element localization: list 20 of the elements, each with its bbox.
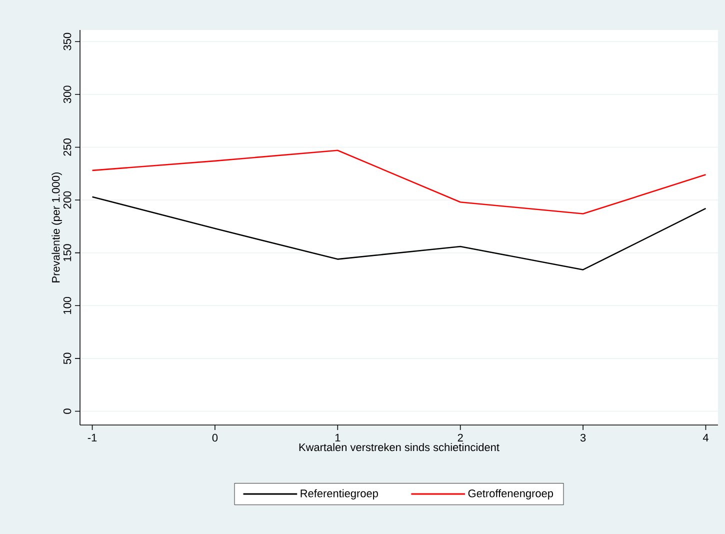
- y-tick-label: 0: [63, 408, 72, 414]
- line-series: [92, 196, 706, 270]
- y-tick-label: 300: [63, 86, 72, 104]
- y-tick-label: 350: [63, 32, 72, 50]
- legend-label: Referentiegroep: [300, 489, 378, 500]
- y-tick-label: 150: [63, 244, 72, 262]
- x-tick-label: 3: [580, 434, 586, 442]
- x-tick-label: 2: [458, 434, 463, 442]
- y-tick-label: 50: [63, 352, 72, 364]
- y-tick-label: 250: [63, 138, 72, 156]
- y-tick-label: 100: [63, 296, 72, 314]
- y-axis-title: Prevalentie (per 1.000): [52, 172, 62, 282]
- x-tick-label: -1: [88, 434, 97, 442]
- x-axis-title: Kwartalen verstreken sinds schietincident: [299, 443, 500, 452]
- legend-label: Getroffenengroep: [468, 489, 554, 500]
- line-series: [92, 150, 706, 214]
- x-tick-label: 0: [212, 434, 218, 442]
- x-tick-label: 4: [702, 434, 708, 442]
- x-tick-label: 1: [335, 434, 340, 442]
- y-tick-label: 200: [63, 191, 72, 209]
